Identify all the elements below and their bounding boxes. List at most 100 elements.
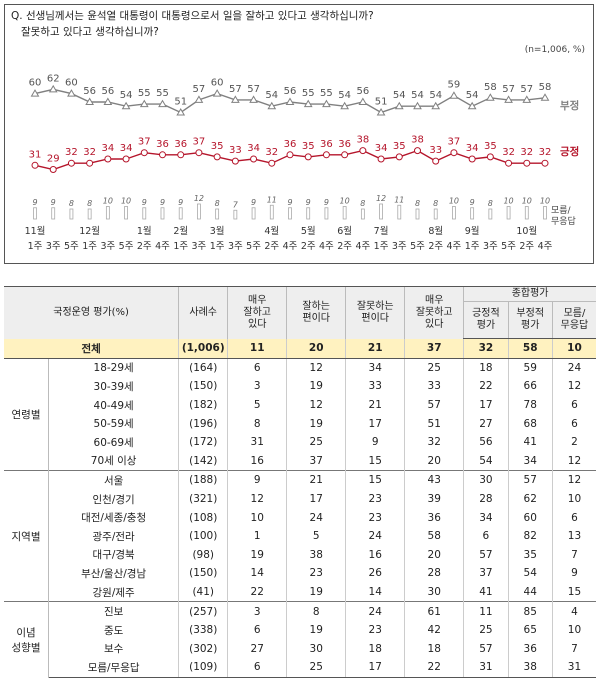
summary-header: 종합평가 [463, 286, 596, 302]
unknown-label: 10 [503, 197, 513, 206]
table-row: 중도 (338) 6 19 23 42 25 65 10 [4, 620, 596, 640]
row-value: 25 [404, 357, 464, 378]
positive-label: 35 [211, 141, 224, 152]
x-tick-month: 7월 [374, 225, 389, 237]
row-value: 51 [404, 414, 464, 433]
row-value: 12 [286, 395, 346, 415]
x-tick-week: 5주 [246, 241, 261, 252]
negative-point [394, 101, 404, 110]
total-value: 11 [227, 338, 287, 359]
row-n: (98) [178, 545, 228, 565]
row-label: 부산/울산/경남 [81, 567, 147, 580]
table-row: 연령별 18-29세 (164) 6 12 34 25 18 59 24 [4, 357, 596, 471]
table-row: 모름/무응답 (109) 6 25 17 22 31 38 31 [4, 658, 596, 678]
unknown-label: 9 [142, 198, 147, 207]
row-value: 18 [463, 357, 509, 378]
row-n: (172) [178, 432, 228, 452]
col-positive-header: 긍정적 평가 [463, 301, 509, 339]
x-tick-month: 2월 [173, 225, 188, 237]
row-n: (150) [178, 377, 228, 396]
positive-label: 37 [193, 137, 206, 148]
negative-label: 56 [101, 86, 114, 97]
row-value: 34 [507, 451, 553, 471]
unknown-label: 10 [121, 197, 131, 206]
row-value: 20 [404, 545, 464, 565]
row-value: 57 [404, 395, 464, 415]
x-tick-month: 4월 [264, 225, 279, 237]
unknown-label: 11 [394, 195, 404, 204]
x-tick-week: 3주 [46, 241, 61, 252]
total-value: 58 [507, 338, 553, 359]
positive-label: 37 [138, 137, 151, 148]
positive-label: 34 [120, 143, 133, 154]
unknown-bar [251, 207, 256, 220]
row-value: 65 [507, 620, 553, 640]
row-value: 37 [463, 564, 509, 583]
row-value: 17 [463, 395, 509, 415]
unknown-label: 9 [178, 198, 183, 207]
positive-point [213, 153, 221, 161]
row-value: 9 [551, 564, 596, 583]
positive-point [414, 147, 421, 155]
negative-label: 57 [247, 84, 260, 95]
total-row: 전체 (1,006) 11 20 21 37 32 58 10 [4, 338, 596, 359]
row-value: 31 [227, 432, 287, 452]
row-value: 68 [507, 414, 553, 433]
row-n: (108) [178, 508, 228, 527]
x-tick-week: 2주 [264, 241, 279, 252]
row-value: 78 [507, 395, 553, 415]
row-value: 22 [227, 582, 287, 602]
row-value: 1 [227, 526, 287, 546]
row-value: 35 [507, 545, 553, 565]
x-tick-week: 4주 [319, 241, 334, 252]
row-n: (338) [178, 620, 228, 640]
unknown-label: 9 [306, 198, 311, 207]
row-value: 41 [507, 432, 553, 452]
positive-point [359, 147, 367, 155]
row-value: 12 [551, 377, 596, 396]
chart-panel: Q. 선생님께서는 윤석열 대통령이 대통령으로서 일을 잘하고 있다고 생각하… [4, 4, 594, 264]
row-value: 33 [404, 377, 464, 396]
positive-label: 36 [174, 139, 187, 150]
row-value: 15 [551, 582, 596, 602]
row-value: 20 [404, 451, 464, 471]
x-tick-month: 3월 [210, 225, 225, 237]
col-bad-header: 잘못하는 편이다 [345, 286, 405, 339]
negative-label: 54 [120, 90, 133, 101]
negative-point [522, 95, 532, 103]
row-value: 19 [227, 545, 287, 565]
negative-label: 56 [83, 86, 96, 97]
unknown-label: 8 [415, 199, 420, 208]
unknown-bar [433, 208, 438, 220]
row-value: 31 [551, 658, 596, 678]
positive-label: 32 [539, 147, 552, 158]
positive-label: 32 [520, 147, 533, 158]
row-value: 24 [286, 508, 346, 527]
row-value: 44 [507, 582, 553, 602]
row-label: 70세 이상 [90, 455, 137, 468]
col-good-header: 잘하는 편이다 [286, 286, 346, 339]
positive-point [86, 159, 94, 167]
row-value: 3 [227, 377, 287, 396]
positive-label: 32 [65, 147, 78, 158]
unknown-bar [69, 208, 74, 220]
negative-label: 58 [484, 82, 497, 93]
negative-label: 51 [174, 97, 187, 108]
positive-label: 32 [265, 147, 278, 158]
positive-point [322, 151, 330, 159]
unknown-bar [160, 207, 165, 220]
unknown-label: 9 [251, 198, 256, 207]
row-value: 12 [551, 470, 596, 490]
unknown-bar [197, 203, 201, 220]
unknown-bar [360, 208, 365, 220]
positive-point [377, 155, 385, 163]
x-tick-week: 2주 [428, 241, 443, 252]
table-row: 70세 이상 (142) 16 37 15 20 54 34 12 [4, 451, 596, 471]
table-row: 40-49세 (182) 5 12 21 57 17 78 6 [4, 395, 596, 415]
row-value: 27 [463, 414, 509, 433]
negative-label: 58 [539, 82, 552, 93]
row-value: 19 [286, 582, 346, 602]
unknown-bar [51, 207, 56, 220]
negative-point [322, 99, 331, 108]
row-value: 14 [345, 582, 405, 602]
